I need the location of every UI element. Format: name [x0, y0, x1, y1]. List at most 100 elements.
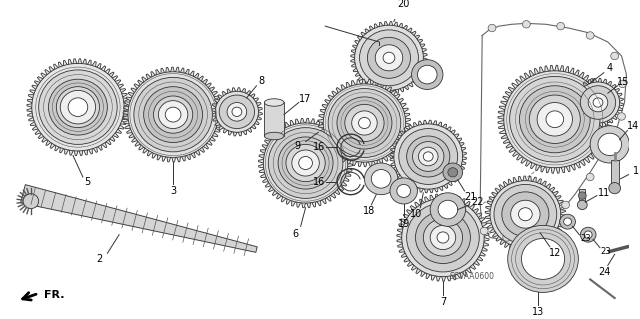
Circle shape: [383, 52, 395, 63]
Circle shape: [38, 70, 117, 145]
Circle shape: [406, 136, 450, 177]
Circle shape: [394, 124, 463, 189]
Circle shape: [502, 192, 549, 237]
Circle shape: [399, 129, 458, 184]
Text: SCVAA0600: SCVAA0600: [450, 272, 495, 281]
Circle shape: [299, 157, 312, 169]
Circle shape: [520, 86, 590, 153]
Circle shape: [508, 226, 579, 293]
Polygon shape: [390, 120, 467, 193]
Circle shape: [154, 96, 193, 133]
Circle shape: [590, 126, 629, 163]
Circle shape: [323, 84, 406, 162]
Circle shape: [430, 193, 465, 226]
Circle shape: [438, 200, 458, 219]
Text: 2: 2: [97, 254, 102, 264]
Circle shape: [413, 142, 444, 171]
Circle shape: [158, 100, 188, 129]
Circle shape: [423, 219, 463, 256]
Circle shape: [143, 87, 202, 143]
Circle shape: [328, 89, 401, 157]
Text: 3: 3: [170, 186, 176, 196]
Circle shape: [503, 234, 511, 241]
Circle shape: [278, 137, 333, 189]
Circle shape: [367, 37, 411, 78]
Polygon shape: [318, 79, 410, 167]
Circle shape: [371, 169, 391, 188]
Circle shape: [537, 102, 572, 136]
Circle shape: [618, 113, 625, 120]
Polygon shape: [211, 88, 262, 136]
Circle shape: [494, 184, 557, 244]
Circle shape: [68, 98, 88, 116]
Circle shape: [337, 97, 392, 149]
Circle shape: [430, 226, 456, 249]
Circle shape: [375, 45, 403, 71]
Circle shape: [488, 24, 496, 32]
Bar: [264, 102, 284, 136]
Circle shape: [397, 184, 411, 197]
Text: 23: 23: [580, 234, 591, 243]
Polygon shape: [20, 185, 257, 252]
Polygon shape: [397, 194, 489, 281]
Circle shape: [232, 107, 242, 116]
Circle shape: [577, 82, 620, 123]
Text: 21: 21: [464, 191, 477, 202]
Circle shape: [417, 65, 437, 84]
Text: 23: 23: [600, 247, 611, 256]
Circle shape: [584, 231, 592, 238]
Text: 13: 13: [532, 307, 544, 317]
Circle shape: [292, 150, 319, 176]
Text: 22: 22: [471, 197, 484, 207]
Text: 11: 11: [598, 188, 610, 198]
Circle shape: [264, 123, 348, 203]
Circle shape: [56, 87, 99, 128]
Text: 24: 24: [598, 267, 611, 277]
Circle shape: [220, 95, 255, 129]
Circle shape: [419, 147, 438, 166]
Circle shape: [23, 194, 38, 209]
Text: FR.: FR.: [44, 290, 64, 300]
Circle shape: [286, 145, 325, 182]
Polygon shape: [259, 118, 353, 208]
Circle shape: [546, 111, 564, 128]
Circle shape: [522, 20, 531, 28]
Polygon shape: [27, 59, 129, 156]
Circle shape: [577, 200, 587, 210]
Circle shape: [415, 211, 470, 263]
Circle shape: [518, 208, 532, 221]
Circle shape: [32, 63, 124, 151]
Ellipse shape: [264, 99, 284, 106]
Text: 7: 7: [440, 297, 446, 307]
Circle shape: [448, 168, 458, 177]
Circle shape: [215, 91, 259, 132]
Circle shape: [586, 32, 594, 39]
Circle shape: [598, 133, 621, 156]
Circle shape: [268, 128, 343, 198]
Polygon shape: [498, 65, 612, 173]
Text: 9: 9: [294, 141, 301, 151]
Circle shape: [360, 30, 419, 86]
Text: 6: 6: [292, 229, 299, 239]
Circle shape: [511, 200, 540, 228]
Circle shape: [128, 72, 218, 157]
Circle shape: [579, 192, 586, 199]
Ellipse shape: [264, 132, 284, 140]
Circle shape: [49, 79, 108, 135]
Circle shape: [165, 107, 181, 122]
Circle shape: [402, 198, 484, 277]
Circle shape: [586, 173, 594, 181]
Circle shape: [412, 60, 443, 89]
Circle shape: [580, 86, 616, 119]
Circle shape: [355, 25, 423, 90]
Polygon shape: [123, 67, 223, 162]
Circle shape: [437, 232, 449, 243]
Circle shape: [504, 71, 606, 168]
Circle shape: [480, 227, 488, 235]
Text: 5: 5: [84, 177, 91, 187]
Text: 4: 4: [607, 63, 613, 73]
Circle shape: [358, 117, 371, 129]
Bar: [579, 189, 585, 202]
Circle shape: [580, 227, 596, 242]
Text: 16: 16: [313, 177, 325, 187]
